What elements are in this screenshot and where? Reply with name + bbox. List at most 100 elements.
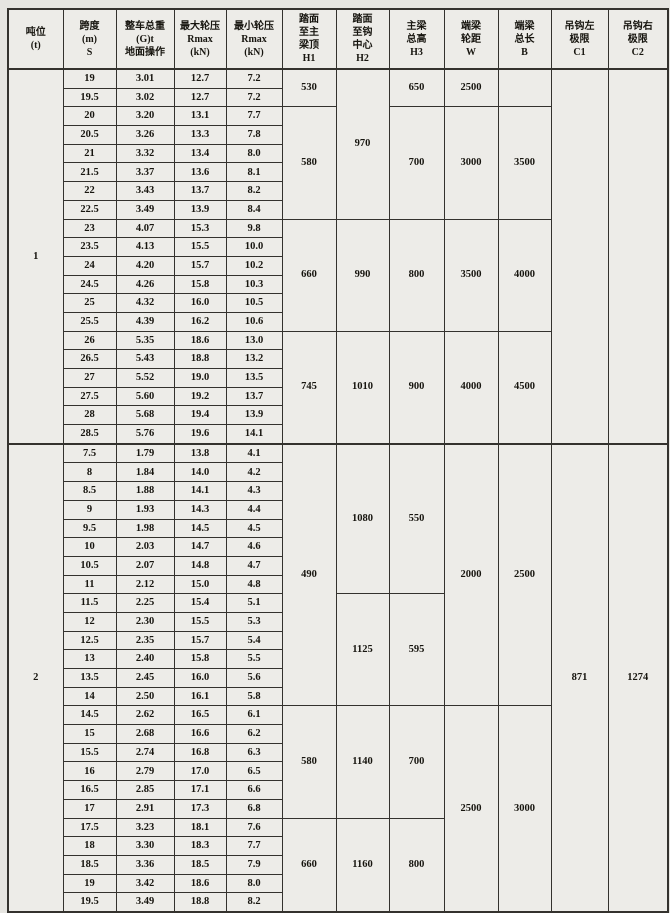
table-cell: 17.5 xyxy=(62,817,117,838)
table-cell: 25 xyxy=(62,293,117,313)
table-cell: 9 xyxy=(62,499,117,520)
table-cell: 7.9 xyxy=(225,854,283,875)
table-cell: 1.98 xyxy=(115,518,175,539)
table-cell: 4000 xyxy=(443,330,499,445)
table-cell: 5.35 xyxy=(115,330,175,351)
table-cell: 2.68 xyxy=(115,724,175,744)
table-cell: 4.5 xyxy=(225,518,283,539)
table-cell: 745 xyxy=(281,330,337,445)
table-cell: 2.25 xyxy=(115,593,175,613)
table-cell: 14.1 xyxy=(225,424,283,445)
table-cell: 12.5 xyxy=(62,630,117,651)
table-cell: 2.12 xyxy=(115,574,175,595)
table-cell: 15.5 xyxy=(173,237,227,257)
table-cell: 18.5 xyxy=(173,854,227,875)
table-cell: 13.7 xyxy=(173,181,227,201)
table-cell: 13.5 xyxy=(62,668,117,688)
table-cell: 3.26 xyxy=(115,125,175,145)
table-cell: 13 xyxy=(62,649,117,669)
table-cell: 550 xyxy=(388,442,445,595)
table-cell: 7.8 xyxy=(225,125,283,145)
table-cell: 3500 xyxy=(497,106,552,220)
table-cell: 5.6 xyxy=(225,668,283,688)
table-cell: 15.8 xyxy=(173,274,227,295)
table-row: 24 4.20 15.7 10.2 xyxy=(8,255,668,276)
table-cell: 2500 xyxy=(443,705,499,913)
table-row: 22 3.43 13.7 8.2 xyxy=(8,181,668,201)
table-cell: 7.6 xyxy=(225,817,283,838)
col-header-h2: 踏面 至钩 中心 H2 xyxy=(335,8,390,70)
col-header-c1: 吊钩左 极限 C1 xyxy=(550,8,609,70)
table-row: 28.5 5.76 19.6 14.1 xyxy=(8,424,668,445)
table-cell: 13.5 xyxy=(225,368,283,388)
table-cell: 4.39 xyxy=(115,311,175,332)
table-cell: 18.8 xyxy=(173,349,227,369)
table-cell: 580 xyxy=(281,705,337,819)
table-cell: 12 xyxy=(62,611,117,632)
table-cell: 1080 xyxy=(335,442,390,595)
table-cell: 990 xyxy=(335,218,390,332)
table-cell: 16.5 xyxy=(62,780,117,800)
table-cell: 3500 xyxy=(443,218,499,332)
table-cell: 4.07 xyxy=(115,218,175,239)
table-cell: 14.5 xyxy=(62,705,117,726)
table-cell: 28 xyxy=(62,405,117,426)
table-body: 1 19 3.01 12.7 7.2 530 970 650 2500 19.5 3.02 12.7 7… xyxy=(7,67,669,913)
table-cell: 3000 xyxy=(443,106,499,220)
table-cell: 19.2 xyxy=(173,386,227,407)
table-cell: 7.2 xyxy=(225,87,283,108)
table-cell: 13.4 xyxy=(173,143,227,164)
table-cell: 3.20 xyxy=(115,106,175,127)
table-cell: 17 xyxy=(62,798,117,819)
table-cell: 5.52 xyxy=(115,368,175,388)
table-cell: 530 xyxy=(281,68,337,108)
table-cell: 3.02 xyxy=(115,87,175,108)
table-row: 1 19 3.01 12.7 7.2 530 970 650 2500 xyxy=(7,67,669,445)
table-cell: 5.8 xyxy=(225,686,283,707)
table-cell: 15.5 xyxy=(173,611,227,632)
table-cell: 19.0 xyxy=(173,368,227,388)
table-cell: 1.88 xyxy=(115,481,175,501)
table-cell: 13.9 xyxy=(173,199,227,220)
table-cell: 5.4 xyxy=(225,630,283,651)
table-cell: 700 xyxy=(388,106,445,220)
table-row: 21 3.32 13.4 8.0 xyxy=(8,143,668,164)
table-cell: 3000 xyxy=(497,705,552,913)
table-cell: 4.20 xyxy=(115,255,175,276)
table-cell: 10 xyxy=(62,537,117,557)
table-row: 15 2.68 16.6 6.2 xyxy=(8,724,668,744)
table-cell: 21.5 xyxy=(62,162,117,183)
table-row: 18.5 3.36 18.5 7.9 xyxy=(8,854,668,875)
table-cell: 14.1 xyxy=(173,481,227,501)
table-row: 20 3.20 13.1 7.7 580 700 3000 3500 xyxy=(8,106,668,220)
col-header-total-weight: 整车总重 (G)t 地面操作 xyxy=(115,8,175,70)
col-header-min-wheel-load: 最小轮压 Rmax (kN) xyxy=(225,8,283,70)
table-cell: 27 xyxy=(62,368,117,388)
col-header-h1: 踏面 至主 梁顶 H1 xyxy=(281,8,337,70)
table-cell: 17.1 xyxy=(173,780,227,800)
table-row: 17 2.91 17.3 6.8 xyxy=(8,798,668,819)
table-cell: 15.5 xyxy=(62,742,117,763)
table-cell: 11.5 xyxy=(62,593,117,613)
table-cell: 13.3 xyxy=(173,125,227,145)
table-cell: 2 xyxy=(7,442,64,913)
table-cell: 1 xyxy=(7,68,64,445)
table-cell: 650 xyxy=(388,68,445,108)
table-cell: 871 xyxy=(550,442,609,913)
table-cell: 14.0 xyxy=(173,462,227,483)
table-cell: 6.8 xyxy=(225,798,283,819)
table-cell: 26 xyxy=(62,330,117,351)
table-cell: 3.43 xyxy=(115,181,175,201)
table-cell: 19 xyxy=(62,873,117,894)
table-cell: 2.35 xyxy=(115,630,175,651)
table-cell: 7.2 xyxy=(225,67,283,89)
table-cell: 17.3 xyxy=(173,798,227,819)
table-cell: 20.5 xyxy=(62,125,117,145)
table-cell: 580 xyxy=(281,106,337,220)
table-row: 14 2.50 16.1 5.8 xyxy=(8,686,668,707)
table-row: 10.5 2.07 14.8 4.7 xyxy=(8,555,668,576)
table-cell: 6.2 xyxy=(225,724,283,744)
table-cell: 21 xyxy=(62,143,117,164)
table-cell: 24 xyxy=(62,255,117,276)
table-cell: 2.79 xyxy=(115,761,175,782)
